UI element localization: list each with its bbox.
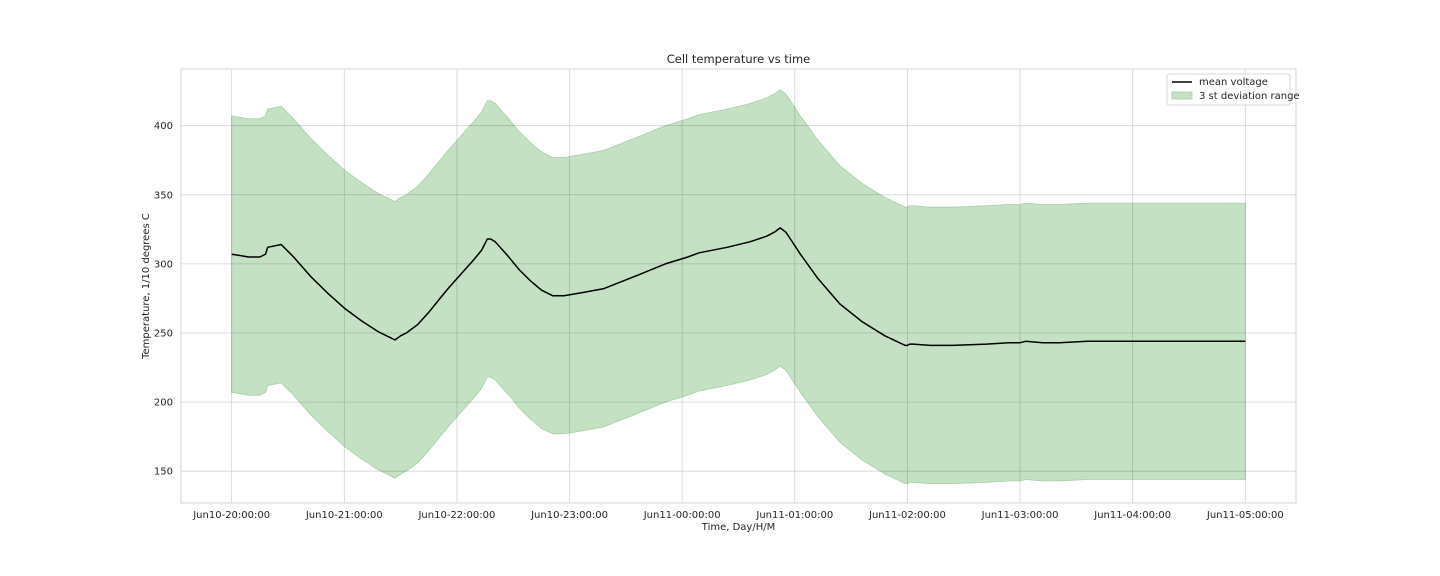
legend-deviation-label: 3 st deviation range <box>1199 91 1300 102</box>
deviation-band <box>231 89 1246 484</box>
y-tick-label: 150 <box>154 467 173 478</box>
y-tick-label: 350 <box>154 190 173 201</box>
x-tick-label: Jun11-03:00:00 <box>981 510 1059 521</box>
x-tick-label: Jun10-22:00:00 <box>417 510 495 521</box>
legend-mean-voltage-label: mean voltage <box>1199 77 1268 88</box>
y-tick-label: 300 <box>154 259 173 270</box>
mean-voltage-line <box>231 227 1246 347</box>
plot-frame <box>180 68 1297 504</box>
x-tick-label: Jun10-20:00:00 <box>192 510 270 521</box>
legend-box <box>1166 73 1291 106</box>
x-tick-label: Jun11-02:00:00 <box>868 510 946 521</box>
chart-title: Cell temperature vs time <box>667 52 811 66</box>
x-tick-label: Jun11-00:00:00 <box>643 510 721 521</box>
legend: mean voltage 3 st deviation range <box>1166 73 1300 106</box>
y-tick-label: 200 <box>154 398 173 409</box>
y-tick-labels: 150 200 250 300 350 400 <box>154 121 173 478</box>
x-tick-label: Jun11-05:00:00 <box>1206 510 1284 521</box>
y-tick-label: 400 <box>154 121 173 132</box>
legend-deviation-swatch <box>1171 91 1193 100</box>
x-tick-label: Jun11-04:00:00 <box>1093 510 1171 521</box>
x-tick-label: Jun10-21:00:00 <box>305 510 383 521</box>
x-tick-label: Jun11-01:00:00 <box>755 510 833 521</box>
x-axis-label: Time, Day/H/M <box>701 522 775 533</box>
y-axis-label: Temperature, 1/10 degrees C <box>141 213 152 360</box>
x-tick-labels: Jun10-20:00:00 Jun10-21:00:00 Jun10-22:00:… <box>192 510 1284 521</box>
x-tick-label: Jun10-23:00:00 <box>530 510 608 521</box>
y-tick-label: 250 <box>154 328 173 339</box>
